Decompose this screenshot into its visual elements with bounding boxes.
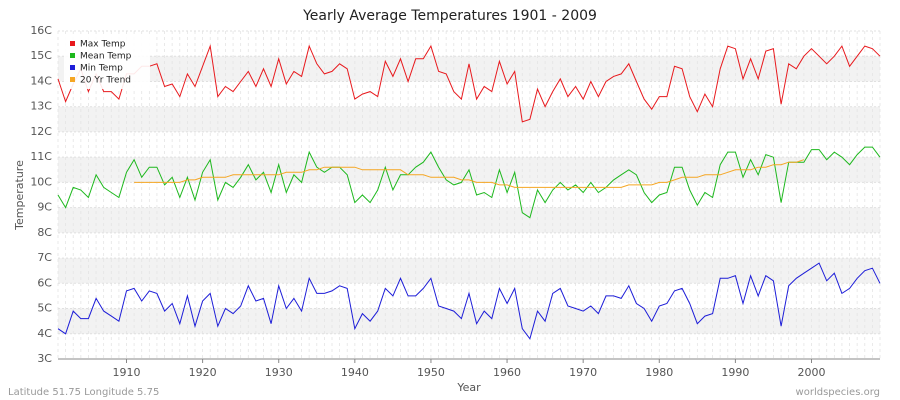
data-line <box>57 262 881 340</box>
x-tick-label: 1980 <box>645 366 673 379</box>
legend: Max Temp Mean Temp Min Temp 20 Yr Trend <box>64 35 150 89</box>
data-line <box>57 44 881 123</box>
footer-right: worldspecies.org <box>796 387 880 398</box>
y-tick-label: 11C <box>30 150 52 163</box>
x-tick-label: 2000 <box>798 366 826 379</box>
legend-label: 20 Yr Trend <box>80 76 131 86</box>
x-tick-label: 1950 <box>417 366 445 379</box>
y-tick-label: 13C <box>30 100 52 113</box>
y-tick-label: 15C <box>30 49 52 62</box>
legend-label: Min Temp <box>80 64 123 74</box>
x-tick-label: 1960 <box>493 366 521 379</box>
legend-label: Max Temp <box>80 40 126 50</box>
y-tick-label: 4C <box>37 327 52 340</box>
x-axis-label: Year <box>456 381 481 394</box>
y-tick-label: 16C <box>30 24 52 37</box>
legend-swatch <box>70 41 75 46</box>
x-tick-label: 1920 <box>189 366 217 379</box>
y-tick-label: 14C <box>30 74 52 87</box>
y-tick-label: 3C <box>37 352 52 365</box>
legend-swatch <box>70 53 75 58</box>
legend-box <box>64 35 150 89</box>
y-axis-label: Temperature <box>13 160 26 231</box>
legend-swatch <box>70 77 75 82</box>
x-tick-label: 1910 <box>113 366 141 379</box>
y-tick-label: 5C <box>37 302 52 315</box>
y-tick-label: 10C <box>30 175 52 188</box>
y-tick-label: 6C <box>37 276 52 289</box>
x-tick-label: 1970 <box>569 366 597 379</box>
y-tick-label: 8C <box>37 226 52 239</box>
x-tick-label: 1940 <box>341 366 369 379</box>
data-line <box>57 146 881 219</box>
y-tick-label: 7C <box>37 251 52 264</box>
x-tick-label: 1990 <box>721 366 749 379</box>
footer-left: Latitude 51.75 Longitude 5.75 <box>8 387 159 398</box>
chart-title: Yearly Average Temperatures 1901 - 2009 <box>302 8 597 24</box>
data-line <box>134 159 805 188</box>
y-tick-label: 12C <box>30 125 52 138</box>
y-tick-label: 9C <box>37 201 52 214</box>
x-tick-label: 1930 <box>265 366 293 379</box>
legend-label: Mean Temp <box>80 52 132 62</box>
legend-swatch <box>70 65 75 70</box>
